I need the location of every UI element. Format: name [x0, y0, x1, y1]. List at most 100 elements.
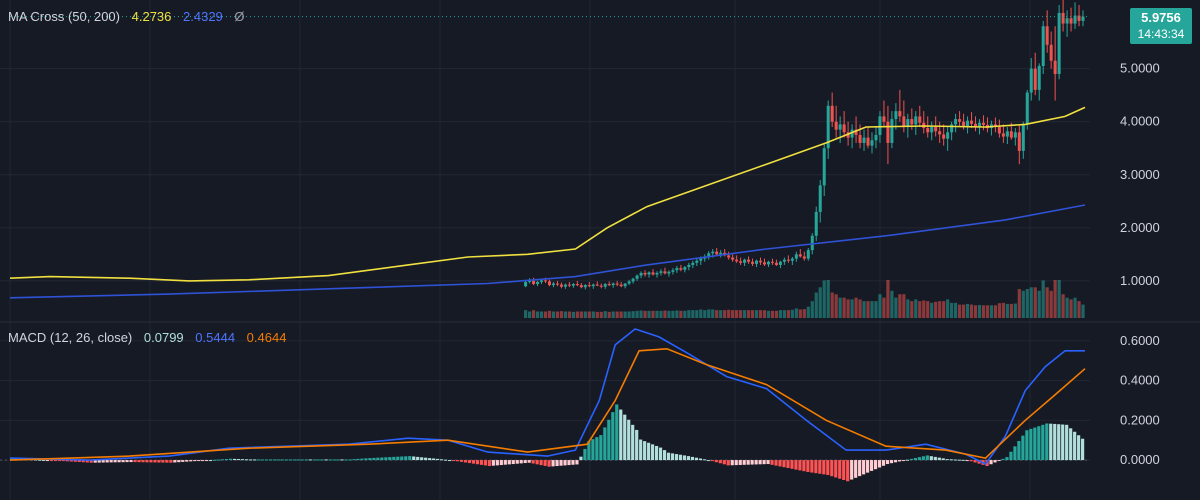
volume-bar — [719, 310, 723, 318]
volume-bar — [559, 311, 564, 318]
volume-bar — [1029, 287, 1033, 318]
volume-bar — [746, 310, 751, 318]
visibility-icon[interactable]: Ø — [234, 9, 245, 24]
candle-body — [966, 120, 970, 126]
macd-histogram-bar — [280, 459, 284, 461]
volume-bar — [531, 310, 536, 318]
macd-histogram-bar — [400, 456, 404, 461]
macd-histogram-bar — [240, 459, 245, 461]
volume-bar — [790, 309, 794, 318]
macd-histogram-bar — [965, 460, 969, 462]
volume-bar — [583, 311, 587, 318]
macd-histogram-bar — [217, 459, 221, 461]
macd-histogram-bar — [1037, 426, 1041, 461]
macd-histogram-bar — [563, 460, 567, 466]
macd-histogram-bar — [818, 460, 822, 474]
macd-histogram-bar — [842, 460, 846, 480]
macd-histogram-bar — [531, 460, 535, 464]
volume-bar — [1045, 287, 1049, 318]
macd-label: MACD (12, 26, close) — [8, 330, 133, 345]
macd-histogram-bar — [248, 459, 253, 461]
candle-body — [551, 283, 555, 286]
macd-histogram-bar — [750, 460, 754, 465]
macd-histogram-bar — [300, 459, 304, 461]
macd-histogram-bar — [268, 459, 272, 461]
macd-histogram-bar — [1053, 423, 1057, 461]
macd-histogram-bar — [730, 460, 734, 466]
volume-bar — [942, 301, 946, 318]
macd-histogram-bar — [443, 459, 448, 461]
volume-bar — [786, 310, 790, 318]
macd-histogram-bar — [587, 441, 591, 461]
macd-histogram-bar — [1065, 424, 1069, 461]
macd-histogram-bar — [1049, 423, 1053, 461]
candle-body — [707, 253, 711, 257]
macd-histogram-bar — [870, 460, 874, 471]
volume-bar — [1013, 303, 1017, 318]
volume-bar — [898, 294, 902, 318]
candle-body — [981, 122, 985, 125]
candle-body — [1033, 68, 1037, 90]
macd-histogram-bar — [734, 460, 738, 466]
candle-body — [1041, 26, 1045, 67]
volume-bar — [623, 311, 627, 318]
candle-body — [755, 260, 759, 264]
macd-histogram-bar — [356, 458, 360, 461]
macd-histogram-bar — [674, 454, 679, 461]
macd-histogram-bar — [392, 456, 396, 461]
macd-histogram-bar — [846, 460, 850, 482]
candle-body — [607, 284, 611, 286]
macd-histogram-bar — [555, 460, 559, 467]
volume-bar — [954, 302, 958, 318]
macd-histogram-bar — [284, 459, 288, 461]
candle-body — [547, 281, 552, 286]
signal-line-value: 0.4644 — [246, 330, 287, 345]
candle-body — [822, 148, 826, 186]
volume-bar — [922, 300, 926, 318]
macd-histogram-bar — [165, 460, 169, 463]
volume-bar — [1049, 290, 1053, 318]
macd-histogram-bar — [320, 459, 324, 461]
candle-body — [691, 262, 695, 265]
last-price-tag: 5.9756 14:43:34 — [1130, 8, 1192, 44]
candle-body — [942, 134, 946, 139]
volume-bar — [822, 280, 826, 318]
macd-histogram-bar — [726, 460, 730, 466]
macd-histogram-bar — [455, 460, 460, 462]
macd-histogram-bar — [961, 459, 965, 461]
macd-histogram-bar — [205, 460, 209, 462]
macd-histogram-bar — [973, 460, 977, 463]
macd-histogram-bar — [1061, 424, 1065, 461]
macd-histogram-bar — [117, 460, 121, 463]
macd-histogram-bar — [591, 439, 595, 461]
macd-histogram-bar — [615, 404, 619, 461]
volume-bar — [906, 299, 910, 318]
macd-histogram-bar — [463, 460, 468, 463]
macd-histogram-bar — [607, 419, 611, 461]
last-price: 5.9756 — [1141, 10, 1181, 25]
volume-bar — [575, 311, 579, 318]
volume-bar — [890, 290, 894, 318]
candle-body — [1025, 92, 1029, 125]
macd-histogram-bar — [798, 460, 802, 471]
candle-body — [747, 259, 751, 262]
volume-bar — [973, 305, 978, 318]
candle-body — [866, 137, 870, 146]
macd-histogram-bar — [571, 460, 575, 465]
macd-histogram-bar — [201, 460, 205, 462]
macd-histogram-bar — [252, 459, 257, 461]
candle-body — [910, 119, 914, 125]
macd-histogram-bar — [260, 459, 265, 461]
macd-legend[interactable]: MACD (12, 26, close) 0.0799 0.5444 0.464… — [8, 330, 294, 345]
macd-histogram-bar — [758, 460, 762, 465]
macd-histogram-bar — [969, 460, 973, 462]
macd-histogram-bar — [539, 460, 543, 466]
volume-bar — [527, 311, 532, 318]
macd-histogram-bar — [308, 459, 312, 461]
macd-histogram-bar — [483, 460, 487, 466]
volume-bar — [1061, 294, 1065, 318]
volume-bar — [854, 297, 858, 318]
candle-body — [842, 124, 846, 133]
ma-cross-legend[interactable]: MA Cross (50, 200) 4.2736 2.4329 Ø — [8, 9, 253, 24]
